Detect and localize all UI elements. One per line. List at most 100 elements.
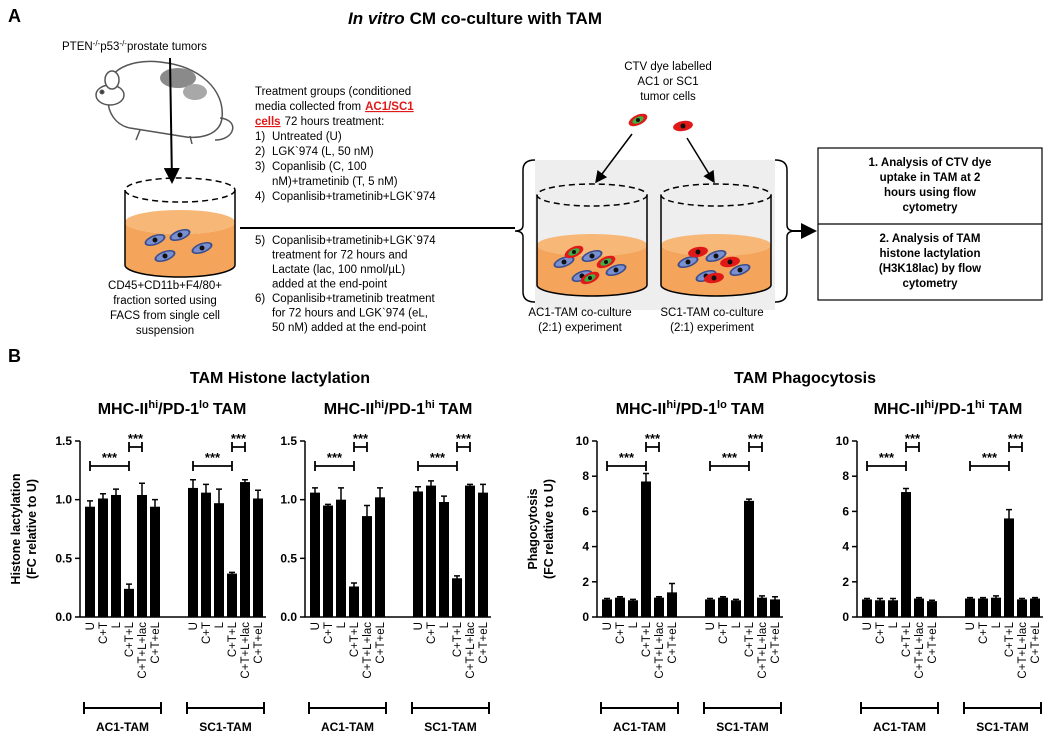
error-bar bbox=[415, 486, 421, 497]
x-tick-label: C+T bbox=[718, 622, 730, 644]
tumor-sup: -/- bbox=[93, 39, 101, 48]
circle-shape bbox=[99, 89, 105, 95]
significance-label: *** bbox=[102, 450, 118, 465]
error-bar bbox=[1006, 508, 1012, 528]
group-label: AC1-TAM bbox=[96, 720, 149, 734]
y-axis-label: Histone lactylation bbox=[9, 473, 23, 584]
bar bbox=[744, 500, 754, 617]
error-bar bbox=[1032, 596, 1038, 600]
title-sup: hi bbox=[374, 399, 384, 411]
tumor-text: p53 bbox=[100, 41, 119, 53]
text-line: tumor cells bbox=[640, 91, 696, 103]
wall bbox=[536, 195, 648, 297]
error-bar bbox=[139, 482, 145, 507]
bar bbox=[770, 599, 780, 617]
highlight: AC1/SC1 bbox=[365, 101, 414, 113]
y-axis-label: Phagocytosis bbox=[526, 488, 540, 569]
group-bracket bbox=[703, 702, 782, 714]
item-text: Copanlisib+trametinib treatment bbox=[272, 293, 435, 305]
tumor-label: PTEN-/-p53-/-prostate tumors bbox=[62, 39, 207, 54]
x-tick-label: L bbox=[628, 621, 640, 628]
title-italic: In vitro bbox=[348, 9, 405, 28]
bar bbox=[901, 492, 911, 617]
error-bar bbox=[967, 596, 973, 600]
error-bar bbox=[242, 478, 248, 485]
bar bbox=[927, 601, 937, 617]
group-bracket bbox=[186, 702, 265, 714]
error-bar bbox=[377, 487, 383, 507]
bar bbox=[413, 491, 423, 617]
x-tick-label: C+T bbox=[875, 622, 887, 644]
bar bbox=[426, 485, 436, 617]
tumor-cell bbox=[626, 111, 650, 129]
x-tick-label: C+T+L+lac bbox=[1017, 622, 1029, 679]
item-text: nM)+trametinib (T, 5 nM) bbox=[272, 176, 398, 188]
error-bar bbox=[630, 598, 636, 602]
bar bbox=[310, 492, 320, 617]
x-tick-label: C+T+L+lac bbox=[465, 622, 477, 679]
significance-bracket bbox=[231, 442, 246, 452]
x-tick-label: C+T+L bbox=[452, 621, 464, 657]
error-bar bbox=[441, 495, 447, 508]
item-text: Lactate (lac, 100 nmol/µL) bbox=[272, 264, 405, 276]
title-sup: hi bbox=[148, 399, 158, 411]
analysis-line: cytometry bbox=[903, 202, 959, 214]
y-tick-label: 10 bbox=[836, 434, 850, 448]
bar bbox=[323, 505, 333, 617]
chart: MHC-IIhi/PD-1lo TAM Histone lactylation (FC… bbox=[9, 399, 266, 734]
error-bar bbox=[720, 596, 726, 599]
bar bbox=[452, 578, 462, 617]
item-number: 3) bbox=[255, 161, 265, 173]
panel-letter: B bbox=[8, 346, 21, 366]
medium-top bbox=[661, 234, 771, 256]
path-shape bbox=[124, 264, 236, 278]
title-sup: lo bbox=[199, 399, 209, 411]
analysis-line: 2. Analysis of TAM bbox=[880, 233, 981, 245]
x-tick-label: L bbox=[214, 621, 226, 628]
group-label: AC1-TAM bbox=[321, 720, 374, 734]
item-number: 6) bbox=[255, 293, 265, 305]
item-number: 1) bbox=[255, 131, 265, 143]
group-title: TAM Phagocytosis bbox=[734, 370, 876, 387]
item-text: Copanlisib (C, 100 bbox=[272, 161, 367, 173]
mouse-illustration bbox=[95, 60, 234, 145]
significance-label: *** bbox=[748, 431, 764, 446]
text-line: (2:1) experiment bbox=[538, 322, 623, 334]
error-bar bbox=[364, 504, 370, 527]
bar bbox=[240, 482, 250, 617]
bar bbox=[667, 592, 677, 617]
chart-title: MHC-IIhi/PD-1hi TAM bbox=[874, 399, 1023, 418]
bar bbox=[757, 597, 767, 617]
x-tick-label: L bbox=[991, 621, 1003, 628]
group-bracket bbox=[600, 702, 679, 714]
title-rest: CM co-culture with TAM bbox=[410, 9, 602, 28]
analysis-line: hours using flow bbox=[884, 187, 976, 199]
significance-label: *** bbox=[982, 450, 998, 465]
text-line: cells 72 hours treatment: bbox=[255, 116, 384, 128]
y-tick-label: 0.5 bbox=[55, 551, 72, 565]
bar bbox=[439, 502, 449, 617]
error-bar bbox=[929, 599, 935, 603]
bar bbox=[654, 597, 664, 617]
significance-bracket bbox=[1008, 442, 1023, 452]
bar bbox=[85, 506, 95, 617]
y-tick-label: 0.5 bbox=[280, 551, 297, 565]
x-tick-label: C+T+L bbox=[227, 621, 239, 657]
significance-label: *** bbox=[879, 450, 895, 465]
treatment-list: Treatment groups (conditioned media colle… bbox=[255, 86, 436, 334]
error-bar bbox=[100, 493, 106, 504]
bar bbox=[705, 599, 715, 617]
x-tick-label: C+T+L bbox=[1004, 621, 1016, 657]
title-sup: hi bbox=[975, 399, 985, 411]
panel-letter: A bbox=[8, 6, 21, 26]
y-tick-label: 0 bbox=[842, 610, 849, 624]
error-bar bbox=[229, 571, 235, 575]
error-bar bbox=[707, 597, 713, 601]
dye-label: CTV dye labelled AC1 or SC1 tumor cells bbox=[624, 61, 712, 103]
y-tick-label: 10 bbox=[576, 434, 590, 448]
group-label: SC1-TAM bbox=[199, 720, 251, 734]
bar bbox=[349, 586, 359, 617]
error-bar bbox=[338, 487, 344, 512]
brace bbox=[514, 159, 536, 303]
bar bbox=[914, 598, 924, 617]
